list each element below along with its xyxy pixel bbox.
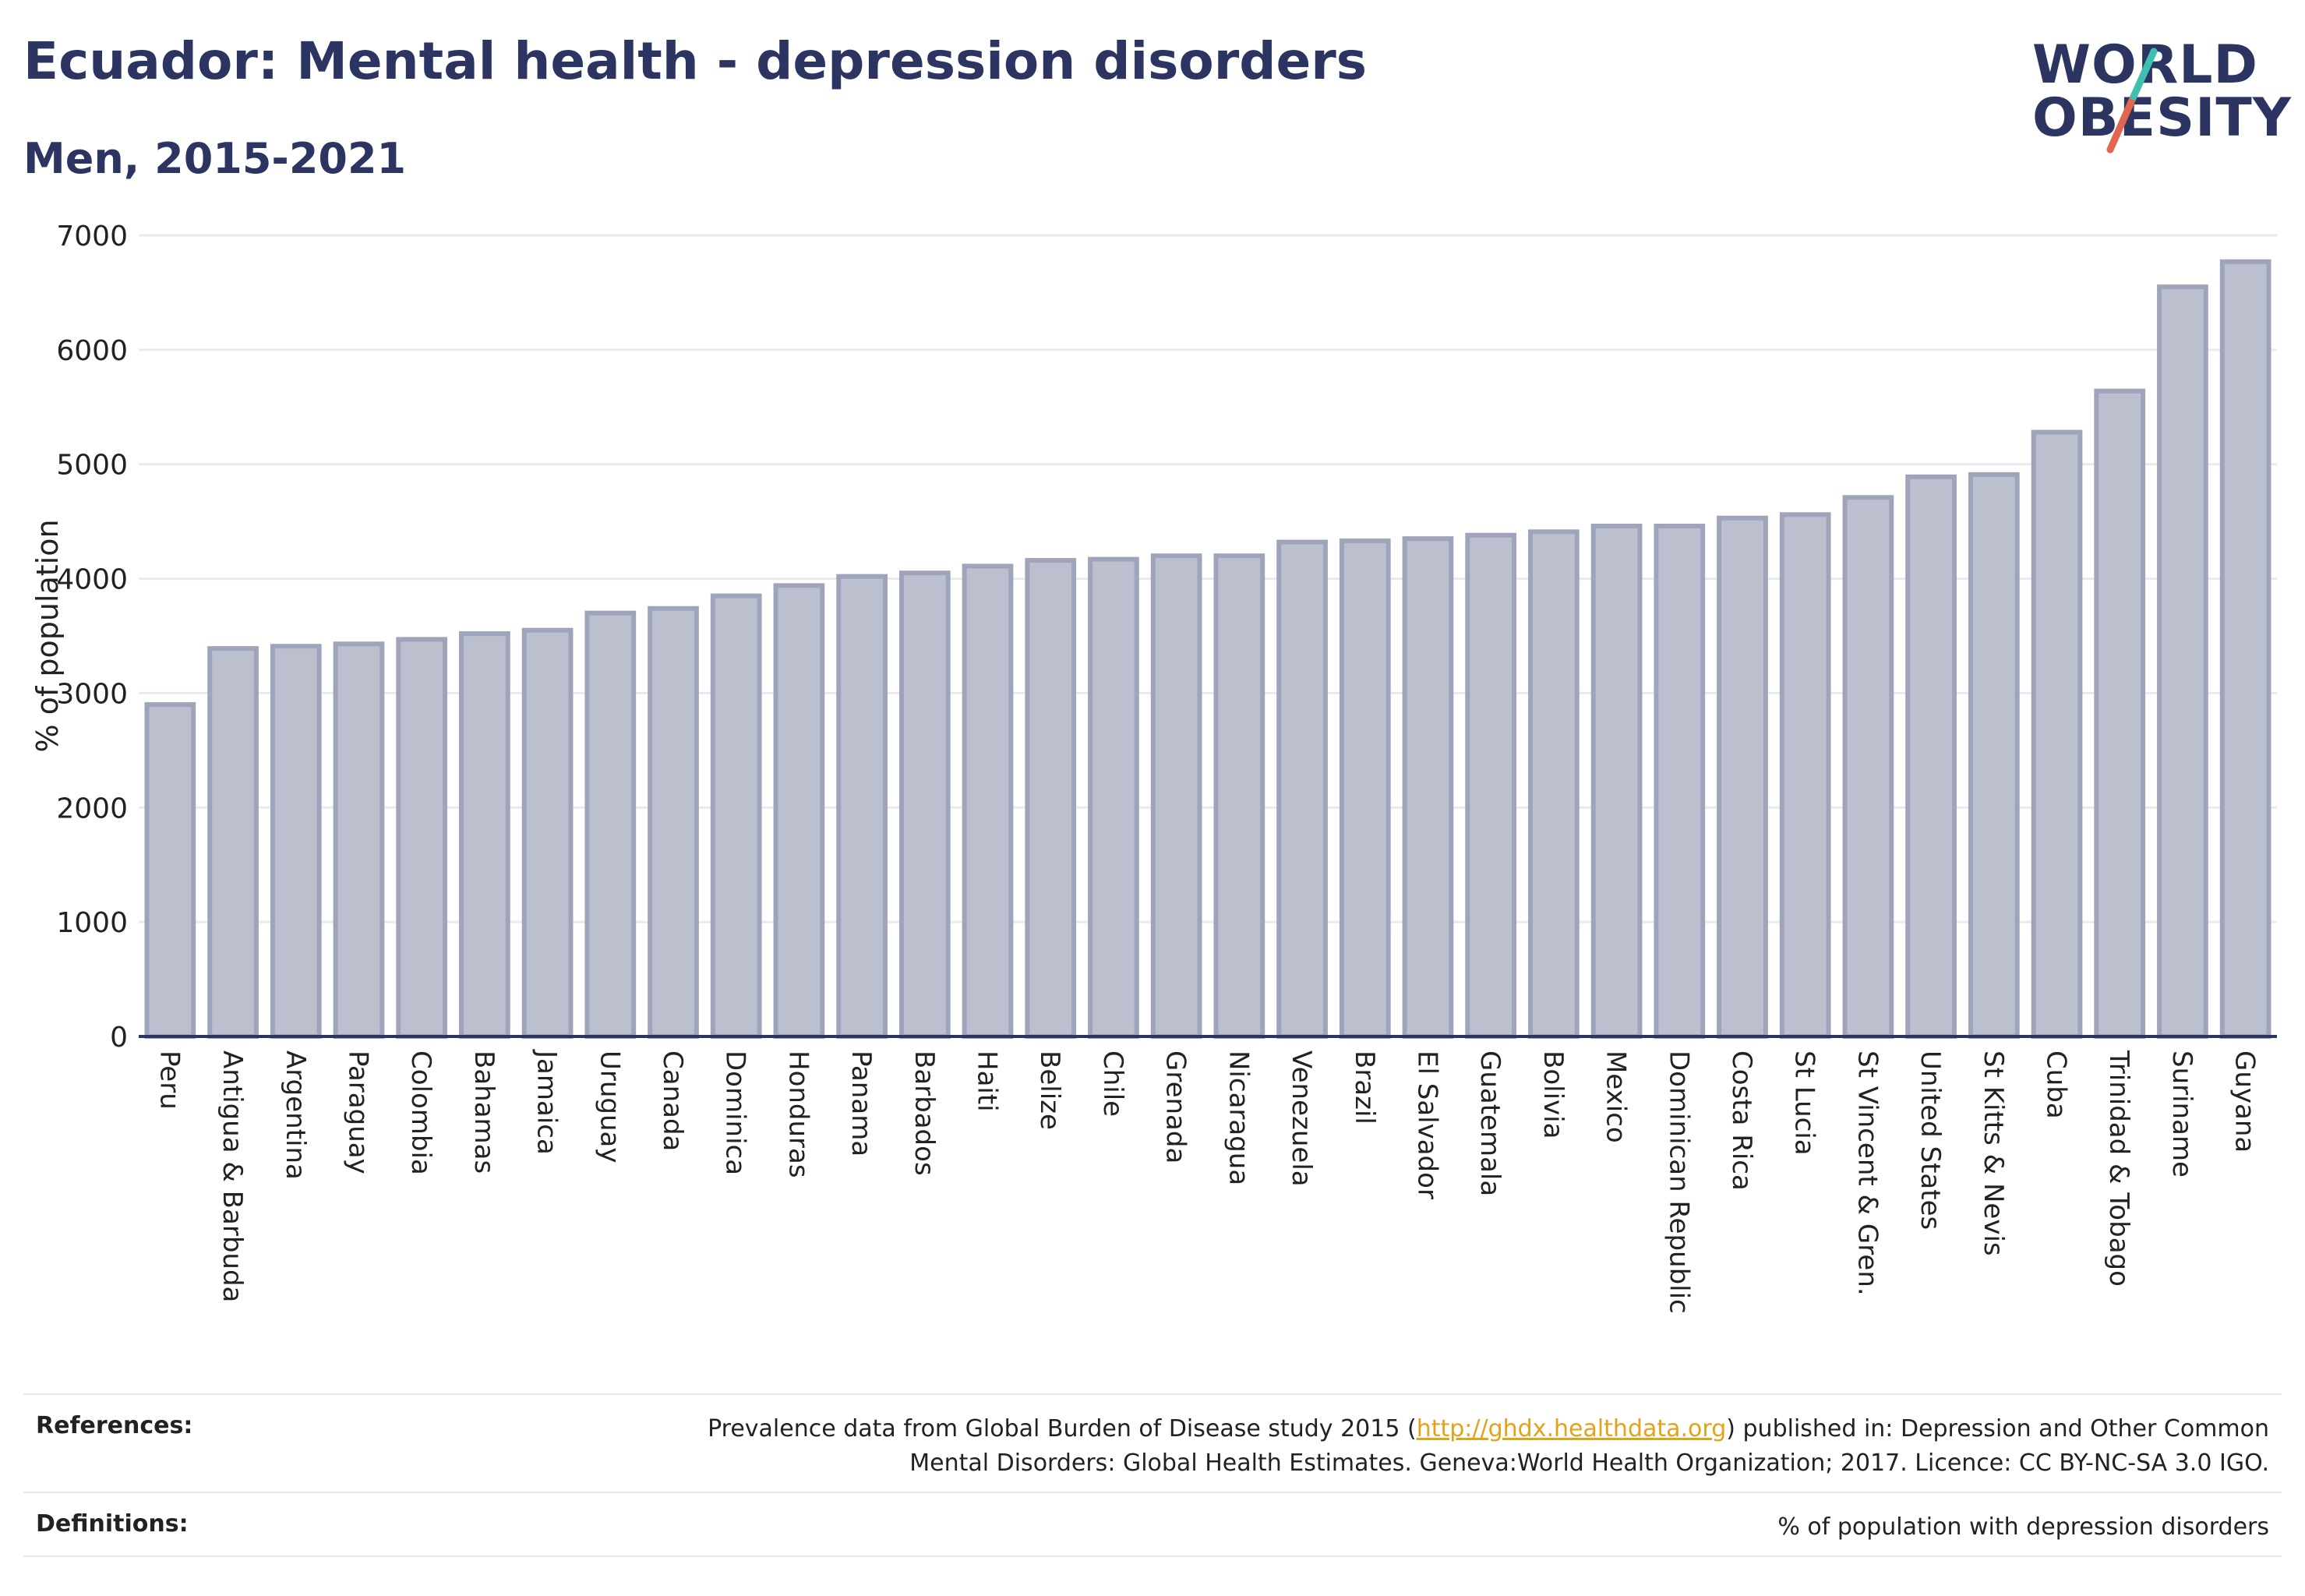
- bar: [521, 627, 574, 1039]
- logo-slash-icon: [2106, 48, 2158, 154]
- bar: [898, 570, 951, 1039]
- definitions-label: Definitions:: [36, 1510, 189, 1538]
- bar: [2157, 284, 2208, 1040]
- references-text-post: ) published in: Depression and Other Com…: [1726, 1415, 2269, 1442]
- bar: [144, 702, 196, 1039]
- bar: [1025, 558, 1077, 1039]
- bar: [1905, 474, 1957, 1039]
- x-tick-label: Cuba: [2041, 1050, 2072, 1119]
- x-tick-label: St Lucia: [1789, 1050, 1820, 1156]
- x-tick-label: Dominican Republic: [1663, 1050, 1694, 1314]
- references-text-pre: Prevalence data from Global Burden of Di…: [708, 1415, 1417, 1442]
- bar: [333, 641, 385, 1040]
- bar: [1968, 471, 2020, 1039]
- references-link[interactable]: http://ghdx.healthdata.org: [1416, 1415, 1727, 1442]
- bar: [584, 610, 637, 1039]
- bar: [1590, 524, 1643, 1039]
- x-tick-label: Brazil: [1349, 1050, 1380, 1125]
- x-tick-label: El Salvador: [1411, 1050, 1442, 1199]
- x-tick-label: Haiti: [972, 1050, 1003, 1112]
- y-tick-label: 5000: [56, 450, 128, 482]
- x-tick-label: Argentina: [280, 1050, 311, 1180]
- x-tick-label: Antigua & Barbuda: [217, 1050, 248, 1302]
- x-tick-label: Grenada: [1160, 1050, 1191, 1163]
- bar: [1465, 532, 1517, 1040]
- bar: [1213, 553, 1265, 1039]
- bar: [1339, 538, 1391, 1039]
- bar: [1779, 512, 1831, 1039]
- y-tick-label: 3000: [56, 678, 128, 710]
- x-tick-label: Uruguay: [594, 1050, 625, 1163]
- x-tick-label: Panama: [845, 1050, 877, 1156]
- x-tick-label: Costa Rica: [1726, 1050, 1757, 1191]
- y-tick-label: 7000: [56, 221, 128, 252]
- x-tick-label: Belize: [1034, 1050, 1065, 1130]
- bar: [2094, 388, 2146, 1039]
- bar: [207, 646, 259, 1039]
- x-tick-label: Barbados: [909, 1050, 940, 1176]
- bar: [836, 574, 888, 1039]
- y-axis-label: % of population: [30, 519, 65, 752]
- world-obesity-logo: WORLD OBESITY: [2032, 34, 2291, 167]
- bar: [1402, 536, 1454, 1039]
- x-tick-label: St Vincent & Gren.: [1851, 1050, 1883, 1296]
- bar: [2219, 259, 2271, 1039]
- x-tick-label: Mexico: [1601, 1050, 1632, 1143]
- bar: [1654, 524, 1706, 1039]
- x-tick-label: Bolivia: [1537, 1050, 1569, 1139]
- y-tick-label: 6000: [56, 335, 128, 367]
- bar: [773, 583, 825, 1039]
- x-tick-label: Nicaragua: [1223, 1050, 1254, 1185]
- definitions-text: % of population with depression disorder…: [1777, 1513, 2269, 1541]
- references-row: References: Prevalence data from Global …: [23, 1412, 2282, 1490]
- footer-divider-middle: [23, 1492, 2282, 1493]
- bar: [962, 563, 1014, 1040]
- x-tick-label: Chile: [1097, 1050, 1128, 1117]
- x-tick-label: Honduras: [782, 1050, 814, 1178]
- page-title: Ecuador: Mental health - depression diso…: [23, 31, 1368, 91]
- bar: [1717, 515, 1768, 1040]
- bar: [396, 637, 448, 1039]
- bar: [1842, 495, 1894, 1039]
- references-label: References:: [36, 1412, 193, 1439]
- bar: [459, 631, 510, 1039]
- y-tick-label: 0: [110, 1022, 128, 1054]
- y-tick-label: 4000: [56, 564, 128, 596]
- x-tick-label: Suriname: [2166, 1050, 2197, 1178]
- x-tick-label: Bahamas: [468, 1050, 499, 1174]
- logo-line2: OBESITY: [2032, 87, 2292, 149]
- bar: [270, 644, 322, 1040]
- x-tick-label: St Kitts & Nevis: [1978, 1050, 2009, 1256]
- references-text: Prevalence data from Global Burden of Di…: [708, 1412, 2269, 1481]
- x-tick-label: Guyana: [2229, 1050, 2261, 1153]
- bar: [1088, 556, 1139, 1039]
- x-tick-label: Canada: [657, 1050, 688, 1151]
- bar: [710, 593, 762, 1040]
- bar: [648, 606, 699, 1039]
- y-tick-label: 2000: [56, 793, 128, 824]
- x-tick-label: United States: [1915, 1050, 1946, 1230]
- page-subtitle: Men, 2015-2021: [23, 134, 407, 183]
- bar: [1150, 553, 1202, 1039]
- x-tick-label: Dominica: [720, 1050, 751, 1175]
- x-tick-label: Guatemala: [1474, 1050, 1505, 1196]
- definitions-row: Definitions: % of population with depres…: [23, 1510, 2282, 1549]
- footer-divider-bottom: [23, 1555, 2282, 1557]
- x-tick-label: Paraguay: [342, 1050, 373, 1174]
- bar: [1276, 539, 1328, 1039]
- references-text-line2: Mental Disorders: Global Health Estimate…: [909, 1449, 2269, 1477]
- bar: [2031, 429, 2083, 1039]
- x-tick-label: Jamaica: [531, 1049, 563, 1155]
- x-tick-label: Colombia: [405, 1050, 436, 1175]
- bar-chart: 0 1000 2000 3000 4000 5000 6000 7000 % of popula…: [30, 221, 2277, 1314]
- x-tick-label: Venezuela: [1286, 1050, 1317, 1187]
- bar: [1528, 529, 1580, 1039]
- footer-divider-top: [23, 1393, 2282, 1395]
- x-tick-label: Trinidad & Tobago: [2103, 1050, 2134, 1287]
- x-tick-label: Peru: [154, 1050, 185, 1110]
- y-tick-label: 1000: [56, 907, 128, 939]
